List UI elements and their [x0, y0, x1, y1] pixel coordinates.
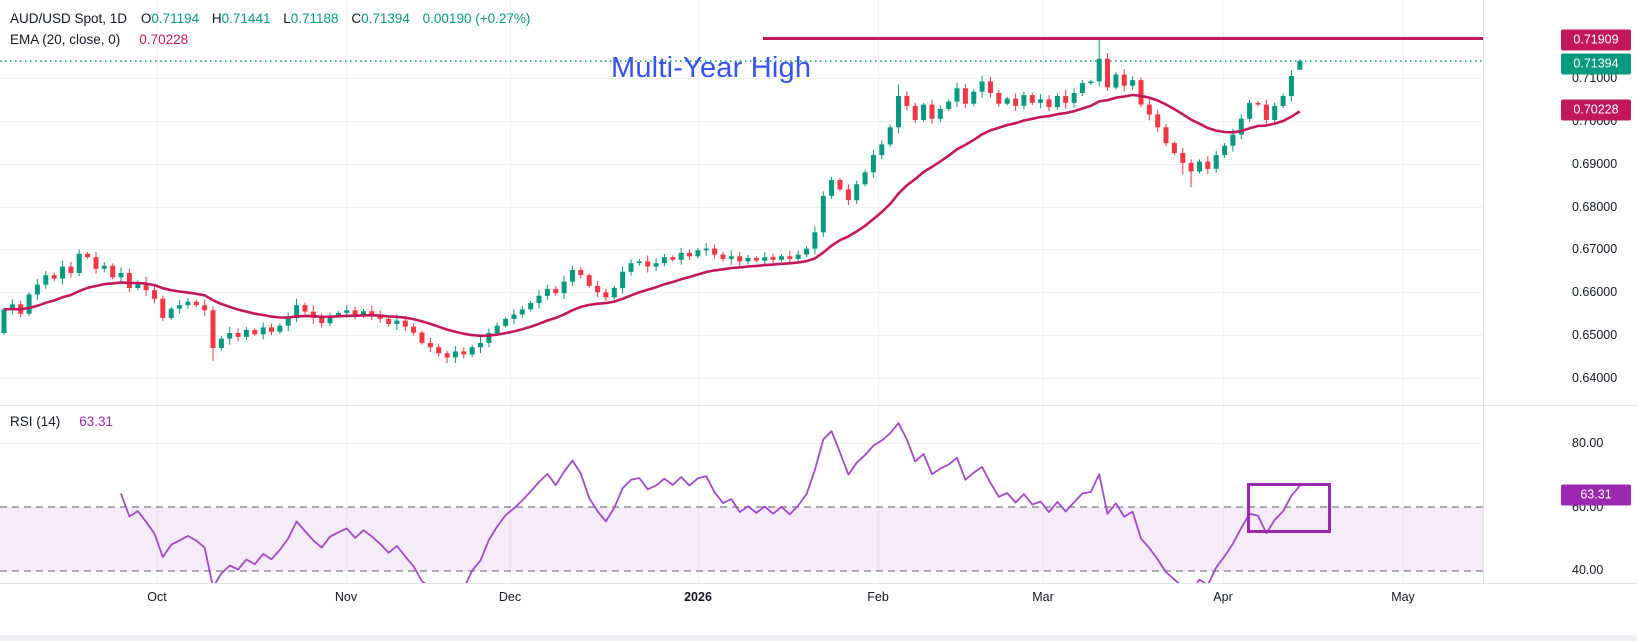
price-axis-label: 0.67000 [1572, 242, 1618, 256]
open-value: 0.71194 [151, 11, 200, 26]
price-axis-separator[interactable] [1483, 0, 1484, 583]
panel-separator[interactable] [0, 405, 1637, 406]
horizontal-gridline [0, 249, 1483, 250]
time-axis-label-mar: Mar [1032, 590, 1054, 604]
time-axis-separator[interactable] [0, 583, 1637, 584]
price-axis-label: 0.71000 [1572, 71, 1618, 85]
rsi-value: 63.31 [79, 414, 114, 429]
rsi-indicator-name[interactable]: RSI (14) [10, 414, 61, 429]
multi-year-high-price-badge: 0.71909 [1561, 29, 1631, 51]
horizontal-gridline [0, 78, 1483, 79]
time-axis-label-dec: Dec [498, 590, 522, 604]
low-value: 0.71188 [290, 11, 339, 26]
rsi-axis-label: 40.00 [1572, 563, 1604, 577]
vertical-gridline [1223, 0, 1224, 583]
close-value: 0.71394 [361, 11, 410, 26]
open-label: O [140, 11, 152, 26]
horizontal-gridline [0, 292, 1483, 293]
low-label: L [283, 11, 291, 26]
ema-legend-row: EMA (20, close, 0) 0.70228 [10, 29, 530, 50]
rsi-line [120, 422, 1301, 583]
price-axis-label: 0.66000 [1572, 285, 1618, 299]
vertical-gridline [157, 0, 158, 583]
multi-year-high-line[interactable] [763, 37, 1483, 40]
time-axis-label-may: May [1391, 590, 1415, 604]
time-axis-label-feb: Feb [867, 590, 889, 604]
high-value: 0.71441 [221, 11, 271, 26]
annotation-rectangle[interactable] [1247, 483, 1331, 533]
vertical-gridline [1403, 0, 1404, 583]
bottom-strip [0, 635, 1637, 641]
price-axis-label: 0.69000 [1572, 157, 1618, 171]
vertical-gridline [346, 0, 347, 583]
horizontal-gridline [0, 443, 1483, 444]
vertical-gridline [1043, 0, 1044, 583]
horizontal-gridline [0, 207, 1483, 208]
ema-indicator-name[interactable]: EMA (20, close, 0) [10, 32, 121, 47]
close-label: C [351, 11, 362, 26]
horizontal-gridline [0, 378, 1483, 379]
high-label: H [211, 11, 222, 26]
ema-value: 0.70228 [139, 32, 189, 47]
vertical-gridline [698, 0, 699, 583]
rsi-axis-label: 80.00 [1572, 436, 1604, 450]
horizontal-gridline [0, 164, 1483, 165]
rsi-panel[interactable] [0, 405, 1483, 583]
change-value: 0.00190 (+0.27%) [422, 11, 531, 26]
price-axis-label: 0.64000 [1572, 371, 1618, 385]
symbol-legend: AUD/USD Spot, 1D O0.71194 H0.71441 L0.71… [10, 8, 530, 50]
vertical-gridline [878, 0, 879, 583]
time-axis-label-apr: Apr [1213, 590, 1233, 604]
symbol-title[interactable]: AUD/USD Spot, 1D [10, 11, 128, 26]
rsi-value-badge: 63.31 [1561, 484, 1631, 506]
ema-price-badge: 0.70228 [1561, 99, 1631, 121]
time-axis-label-nov: Nov [334, 590, 358, 604]
last-price-badge: 0.71394 [1561, 53, 1631, 75]
symbol-legend-row: AUD/USD Spot, 1D O0.71194 H0.71441 L0.71… [10, 8, 530, 29]
horizontal-gridline [0, 121, 1483, 122]
rsi-legend: RSI (14) 63.31 [10, 414, 113, 429]
horizontal-gridline [0, 335, 1483, 336]
price-axis-label: 0.65000 [1572, 328, 1618, 342]
annotation-text[interactable]: Multi-Year High [611, 52, 812, 84]
time-axis-label-oct: Oct [147, 590, 167, 604]
price-axis-label: 0.68000 [1572, 200, 1618, 214]
price-panel[interactable] [0, 0, 1483, 405]
ema-line [3, 93, 1301, 338]
vertical-gridline [510, 0, 511, 583]
time-axis-label-2026: 2026 [684, 590, 712, 604]
